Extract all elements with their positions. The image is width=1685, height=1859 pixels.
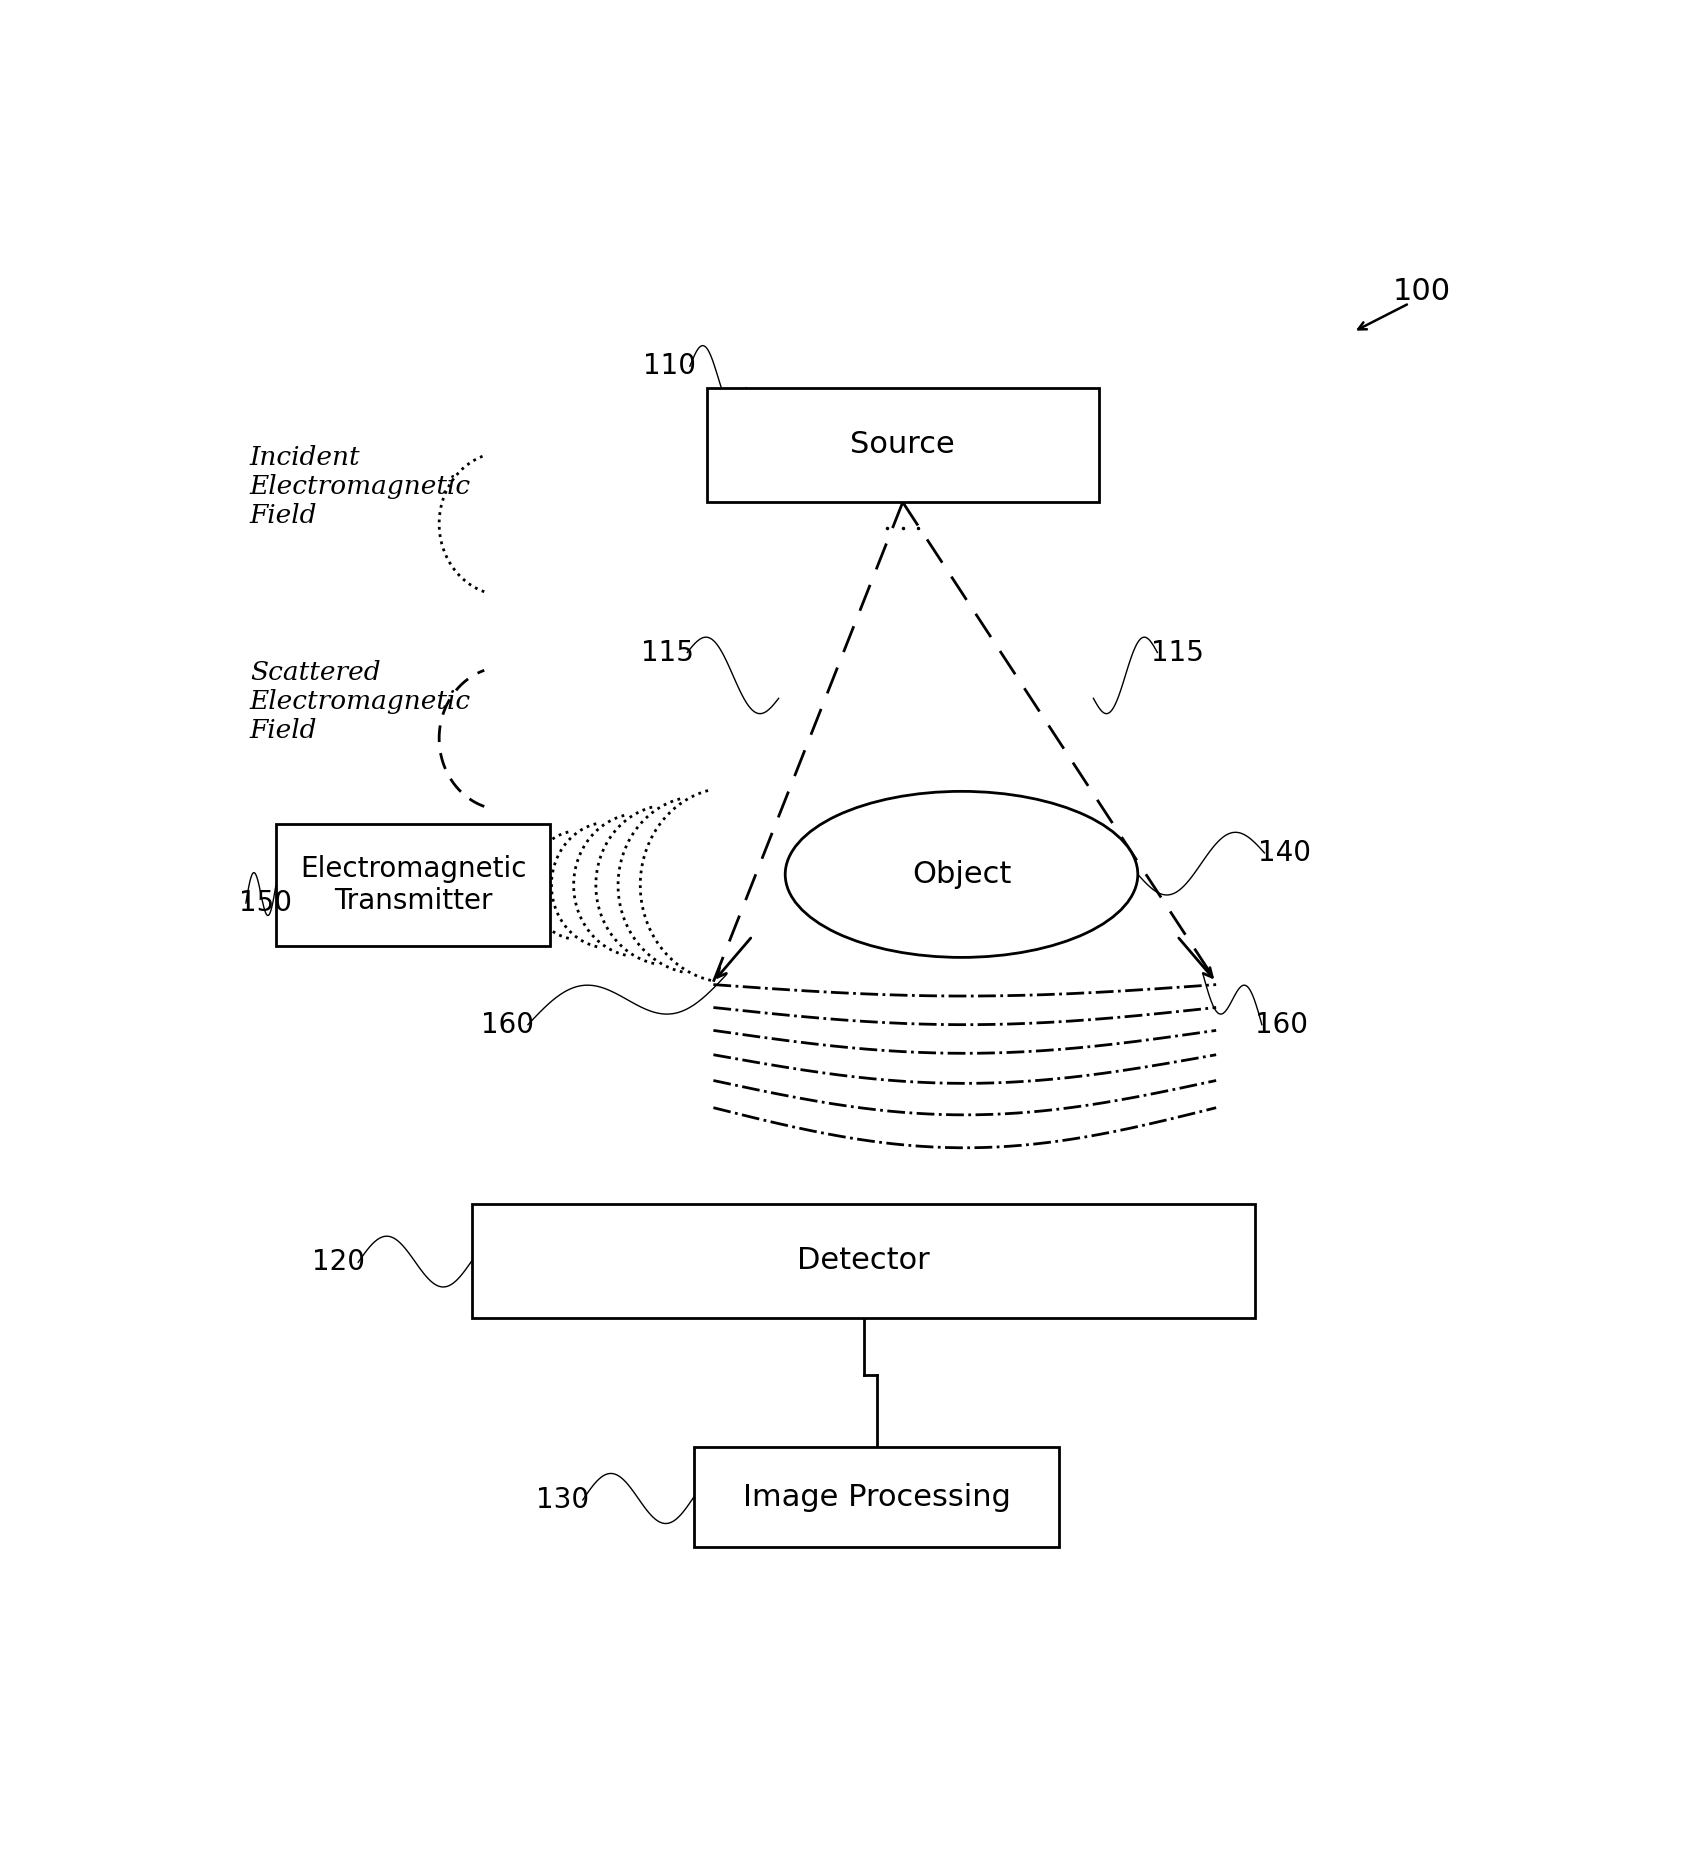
- Text: Image Processing: Image Processing: [743, 1483, 1011, 1511]
- Text: 115: 115: [1151, 638, 1203, 667]
- Bar: [694, 1446, 1060, 1547]
- Text: 150: 150: [239, 889, 293, 916]
- Text: 110: 110: [644, 351, 696, 381]
- Text: 140: 140: [1259, 838, 1311, 866]
- Text: 160: 160: [482, 1011, 534, 1039]
- Text: Scattered
Electromagnetic
Field: Scattered Electromagnetic Field: [249, 660, 470, 742]
- Bar: [472, 1203, 1255, 1318]
- Bar: [706, 389, 1099, 502]
- Text: 120: 120: [312, 1247, 364, 1277]
- Text: Object: Object: [912, 861, 1011, 889]
- Text: Source: Source: [851, 431, 955, 459]
- Text: 100: 100: [1392, 277, 1451, 307]
- Text: 130: 130: [536, 1485, 590, 1513]
- Ellipse shape: [785, 792, 1137, 957]
- Text: Electromagnetic
Transmitter: Electromagnetic Transmitter: [300, 855, 526, 915]
- Text: Incident
Electromagnetic
Field: Incident Electromagnetic Field: [249, 444, 470, 528]
- Text: 115: 115: [640, 638, 694, 667]
- Bar: [276, 824, 549, 946]
- Text: Detector: Detector: [797, 1246, 930, 1275]
- Text: 160: 160: [1255, 1011, 1308, 1039]
